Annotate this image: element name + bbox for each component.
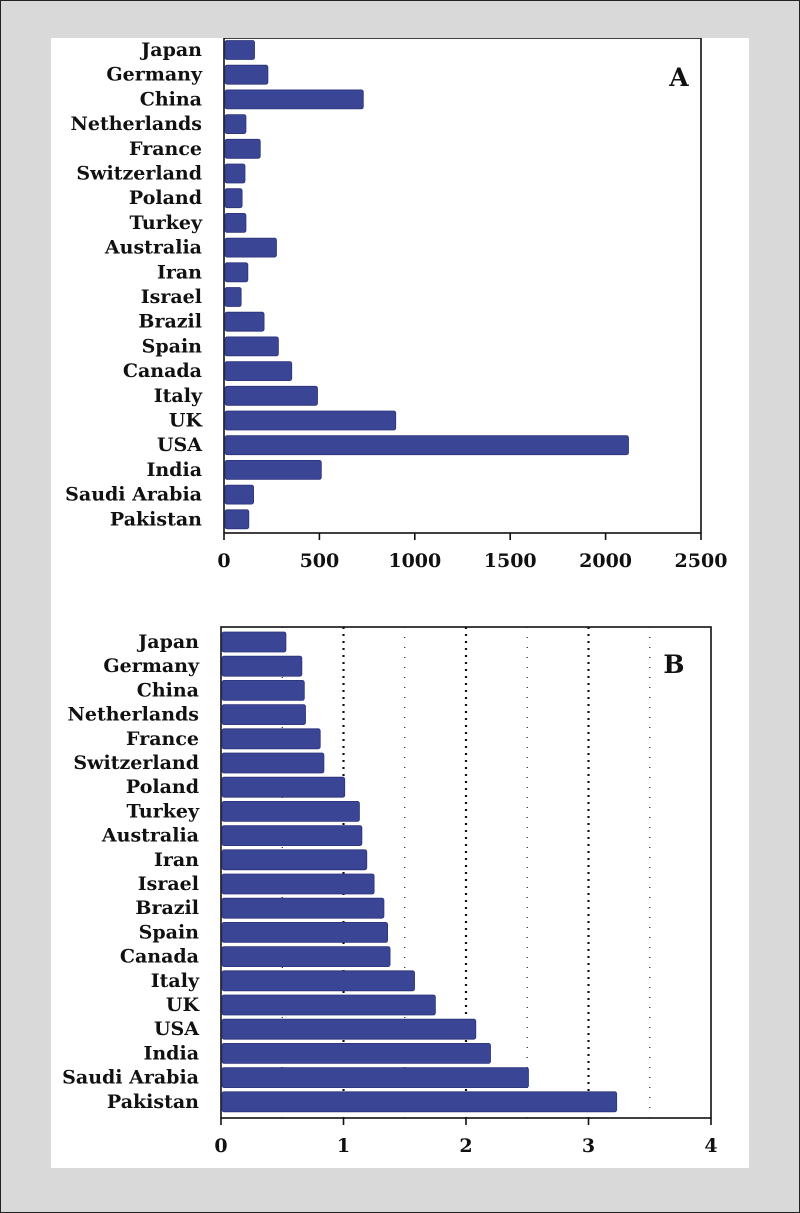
chart-1-bar [221, 1091, 618, 1113]
chart-0-bar [224, 262, 249, 283]
chart-0-category-label: USA [157, 434, 202, 456]
chart-0-bar [224, 89, 364, 110]
chart-0-bar [224, 237, 277, 258]
chart-0-bar [224, 40, 255, 60]
chart-1-bar [221, 970, 415, 992]
chart-0-bar [224, 509, 250, 530]
figure-panel: Japan Germany China Netherlands France Switze… [51, 38, 749, 1168]
chart-0-bar [224, 410, 397, 431]
chart-1-bar [221, 776, 346, 798]
chart-1-category-label: India [143, 1042, 199, 1064]
chart-0-category-label: Spain [142, 335, 203, 357]
chart-0-category-label: Germany [106, 64, 203, 86]
chart-0-category-label: China [140, 88, 202, 110]
chart-svg: JapanGermanyChinaNetherlandsFranceSwitze… [62, 38, 728, 1157]
chart-0-bar [224, 287, 242, 307]
chart-1-bar [221, 922, 389, 943]
chart-1-bar [221, 728, 321, 750]
chart-1-bar [221, 994, 436, 1016]
chart-0-category-label: Australia [104, 237, 202, 259]
chart-1-x-tick-label: 3 [582, 1135, 595, 1157]
chart-0-category-label: Italy [154, 385, 203, 407]
chart-0-category-label: Turkey [129, 212, 202, 234]
chart-0-category-label: Israel [141, 286, 202, 308]
chart-0-bar [224, 361, 293, 382]
chart-0-bar [224, 163, 246, 184]
chart-0-category-label: Switzerland [76, 163, 202, 185]
chart-0-category-label: France [129, 138, 202, 160]
chart-0-bar [224, 138, 261, 159]
chart-1-bar [221, 849, 368, 871]
chart-0-category-label: Saudi Arabia [65, 484, 202, 506]
chart-1-category-label: Israel [138, 873, 199, 895]
chart-0-x-tick-label: 2000 [579, 550, 632, 572]
chart-0-bar [224, 484, 254, 505]
chart-1-bar [221, 1067, 529, 1088]
chart-1-category-label: Pakistan [107, 1091, 199, 1113]
chart-0-category-label: Iran [157, 261, 202, 283]
chart-1-bar [221, 752, 325, 774]
chart-1-category-label: UK [166, 994, 201, 1016]
chart-0-category-label: Japan [139, 39, 202, 61]
chart-0-category-label: UK [169, 410, 204, 432]
chart-1-x-tick-label: 2 [459, 1135, 472, 1157]
chart-1-category-label: Turkey [126, 800, 199, 822]
chart-1-bar [221, 1043, 491, 1064]
chart-0-bar [224, 64, 269, 85]
chart-1-bar [221, 1018, 477, 1040]
chart-0-bar [224, 114, 247, 134]
chart-0-bar [224, 459, 322, 480]
chart-1-category-label: Canada [120, 946, 199, 968]
chart-1-category-label: Netherlands [68, 704, 199, 726]
chart-1-category-label: Poland [126, 776, 199, 798]
chart-0-bar [224, 188, 243, 209]
chart-1-category-label: China [137, 679, 199, 701]
chart-0-category-label: Brazil [138, 311, 202, 333]
chart-0-category-label: Netherlands [71, 113, 202, 135]
chart-1-category-label: Japan [136, 631, 199, 653]
chart-1-bar [221, 655, 303, 677]
chart-1-bar [221, 946, 391, 967]
chart-0-category-label: India [146, 459, 202, 481]
chart-1-category-label: Saudi Arabia [62, 1067, 199, 1089]
chart-0-x-tick-label: 2500 [675, 550, 728, 572]
chart-1-bar [221, 680, 305, 701]
chart-0-category-label: Pakistan [110, 508, 202, 530]
chart-0-bar [224, 336, 279, 357]
chart-1-category-label: Switzerland [73, 752, 199, 774]
chart-1-category-label: USA [154, 1018, 199, 1040]
chart-0-x-tick-label: 500 [300, 550, 340, 572]
chart-1-x-tick-label: 4 [704, 1135, 717, 1157]
chart-0-bar [224, 311, 265, 332]
chart-1-bar [221, 825, 363, 846]
chart-1-bar [221, 801, 360, 822]
chart-0-x-tick-label: 1000 [388, 550, 441, 572]
chart-1-x-tick-label: 1 [337, 1135, 350, 1157]
chart-0-bar [224, 212, 247, 233]
chart-1-bar [221, 873, 375, 895]
chart-1-bar [221, 897, 385, 919]
chart-1-category-label: Brazil [135, 897, 199, 919]
chart-0-bar [224, 385, 318, 406]
chart-1-bar [221, 631, 287, 653]
chart-1-category-label: Spain [139, 921, 200, 943]
chart-1-category-label: Italy [151, 970, 200, 992]
chart-0-x-tick-label: 0 [217, 550, 230, 572]
chart-1-x-tick-label: 0 [214, 1135, 227, 1157]
chart-1-bar [221, 704, 306, 725]
chart-0-category-label: Poland [129, 187, 202, 209]
chart-1-category-label: Iran [154, 849, 199, 871]
chart-1-category-label: Germany [103, 655, 200, 677]
chart-0-bar [224, 435, 629, 456]
chart-0-panel-letter: A [668, 63, 689, 92]
chart-1-category-label: France [126, 728, 199, 750]
chart-0-plot-border [223, 38, 702, 534]
chart-0-category-label: Canada [123, 360, 202, 382]
chart-1-panel-letter: B [663, 650, 684, 679]
chart-1-category-label: Australia [101, 825, 199, 847]
chart-0-x-tick-label: 1500 [484, 550, 537, 572]
